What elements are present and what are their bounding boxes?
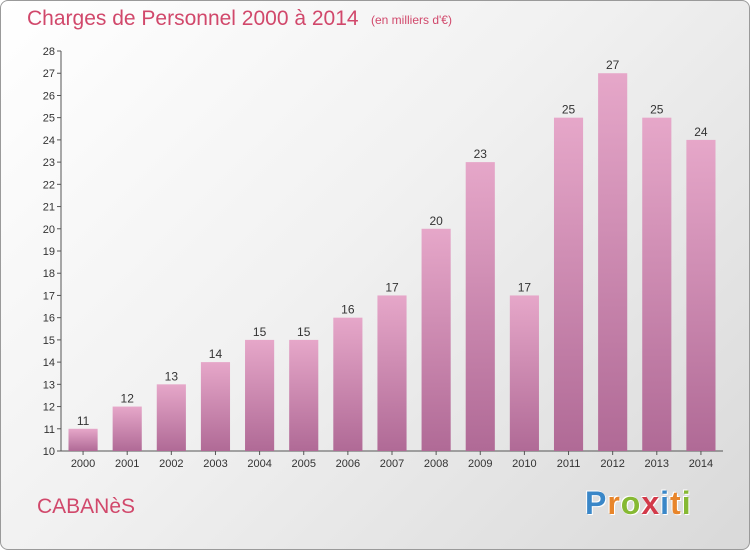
- x-tick-label: 2013: [645, 458, 669, 470]
- data-label: 11: [77, 414, 90, 428]
- y-tick-label: 28: [43, 46, 55, 58]
- data-label: 13: [165, 369, 179, 383]
- y-tick-label: 18: [43, 268, 55, 280]
- y-tick-label: 11: [44, 424, 55, 436]
- y-tick-label: 19: [43, 246, 55, 258]
- x-tick-label: 2002: [159, 458, 183, 470]
- bar-2001: [112, 406, 142, 451]
- bar-2009: [465, 162, 495, 451]
- x-tick-label: 2005: [291, 458, 315, 470]
- bar-2002: [156, 384, 186, 451]
- data-label: 17: [385, 280, 399, 294]
- data-label: 15: [253, 325, 267, 339]
- x-tick-label: 2011: [557, 458, 581, 470]
- logo-letter: P: [585, 485, 608, 521]
- y-tick-label: 21: [43, 202, 55, 214]
- x-tick-label: 2000: [71, 458, 95, 470]
- logo-letter: t: [670, 485, 682, 521]
- data-label: 25: [562, 103, 576, 117]
- y-tick-label: 13: [43, 379, 55, 391]
- chart-subtitle: (en milliers d'€): [371, 13, 452, 27]
- data-label: 27: [606, 58, 620, 72]
- bar-2000: [68, 428, 98, 451]
- data-label: 20: [429, 214, 443, 228]
- proxiti-logo[interactable]: Proxiti: [585, 485, 692, 522]
- data-label: 25: [650, 103, 664, 117]
- y-tick-label: 17: [43, 290, 55, 302]
- data-label: 23: [474, 147, 488, 161]
- y-tick-label: 14: [43, 357, 55, 369]
- data-label: 24: [694, 125, 708, 139]
- x-tick-label: 2012: [600, 458, 624, 470]
- logo-letter: x: [641, 485, 661, 521]
- bar-2006: [333, 317, 363, 451]
- y-tick-label: 27: [43, 68, 55, 80]
- chart-title: Charges de Personnel 2000 à 2014: [27, 7, 359, 30]
- x-tick-label: 2001: [115, 458, 139, 470]
- bar-2013: [642, 117, 672, 452]
- y-tick-label: 22: [43, 179, 55, 191]
- y-tick-label: 12: [43, 402, 55, 414]
- bar-2010: [509, 295, 539, 451]
- bar-2005: [289, 339, 319, 451]
- logo-letter: i: [660, 485, 671, 521]
- x-tick-label: 2004: [247, 458, 271, 470]
- commune-name: CABANèS: [37, 495, 136, 518]
- y-tick-label: 23: [43, 157, 55, 169]
- x-tick-label: 2007: [380, 458, 404, 470]
- data-label: 12: [121, 392, 135, 406]
- x-tick-label: 2008: [424, 458, 448, 470]
- data-label: 17: [518, 280, 532, 294]
- logo-letter: o: [620, 485, 642, 521]
- bar-2004: [245, 339, 275, 451]
- bar-2007: [377, 295, 407, 451]
- y-tick-label: 10: [43, 446, 55, 458]
- x-tick-label: 2010: [512, 458, 536, 470]
- x-tick-label: 2006: [336, 458, 360, 470]
- y-tick-label: 25: [43, 113, 55, 125]
- bar-2003: [200, 362, 231, 451]
- x-tick-label: 2003: [203, 458, 227, 470]
- y-tick-label: 26: [43, 90, 55, 102]
- bar-2014: [686, 139, 716, 451]
- x-tick-label: 2014: [689, 458, 713, 470]
- y-tick-label: 16: [43, 313, 55, 325]
- bar-2011: [553, 117, 584, 452]
- data-label: 14: [209, 347, 223, 361]
- logo-letter: i: [681, 485, 692, 521]
- data-label: 15: [297, 325, 311, 339]
- y-tick-label: 15: [43, 335, 55, 347]
- data-label: 16: [341, 303, 355, 317]
- logo-letter: r: [607, 485, 621, 521]
- bar-2008: [421, 228, 451, 451]
- bar-2012: [598, 73, 628, 451]
- y-tick-label: 20: [43, 224, 55, 236]
- x-tick-label: 2009: [468, 458, 492, 470]
- y-tick-label: 24: [43, 135, 55, 147]
